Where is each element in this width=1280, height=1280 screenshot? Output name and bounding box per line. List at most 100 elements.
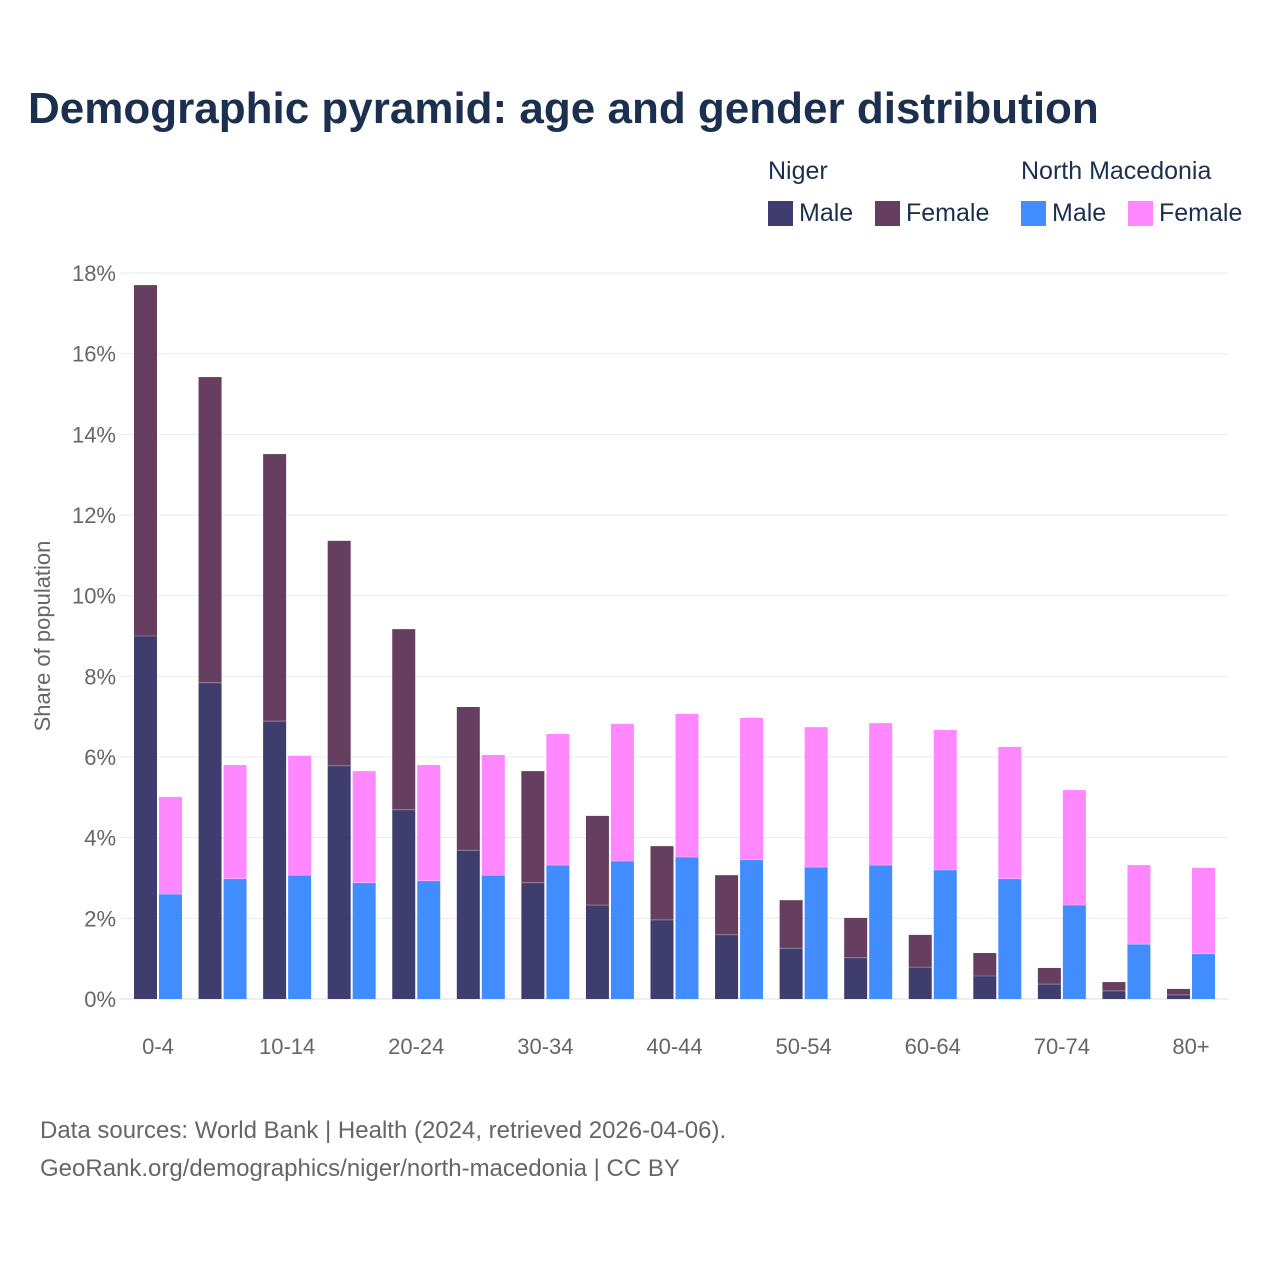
niger-female-bar [715, 875, 739, 935]
nm-female-bar [546, 734, 570, 866]
niger-female-bar [392, 629, 416, 810]
nm-male-bar [481, 875, 505, 999]
niger-female-bar [844, 917, 868, 958]
legend-swatch [875, 201, 900, 226]
niger-male-bar [973, 976, 997, 999]
legend-niger-female[interactable]: Female [875, 199, 989, 228]
niger-male-bar [1102, 990, 1126, 999]
legend-label: Male [1052, 199, 1107, 227]
nm-male-bar [804, 867, 828, 999]
nm-male-bar [288, 875, 312, 999]
x-tick-label: 70-74 [1034, 1034, 1090, 1059]
niger-female-bar [973, 953, 997, 977]
nm-male-bar [933, 869, 957, 999]
y-tick-label: 14% [72, 422, 116, 447]
source-line-1: Data sources: World Bank | Health (2024,… [40, 1117, 727, 1144]
legend-group-north-macedonia: North Macedonia [1021, 157, 1212, 185]
nm-female-bar [223, 765, 247, 879]
legend-nm-female[interactable]: Female [1128, 199, 1242, 228]
nm-male-bar [159, 894, 182, 999]
legend-label: Female [906, 199, 990, 227]
y-tick-label: 0% [84, 987, 116, 1012]
nm-female-bar [1192, 867, 1215, 954]
niger-female-bar [1102, 982, 1126, 991]
nm-female-bar [352, 771, 376, 883]
nm-female-bar [288, 755, 312, 876]
x-tick-label: 80+ [1172, 1034, 1209, 1059]
niger-male-bar [392, 809, 416, 999]
niger-male-bar [198, 682, 222, 999]
niger-male-bar [844, 957, 868, 999]
nm-male-bar [675, 857, 699, 999]
y-axis-label: Share of population [30, 541, 55, 732]
nm-male-bar [223, 878, 247, 999]
niger-male-bar [1167, 994, 1190, 999]
niger-male-bar [779, 948, 803, 999]
nm-male-bar [1062, 905, 1086, 999]
nm-male-bar [546, 865, 570, 999]
y-tick-label: 2% [84, 906, 116, 931]
niger-male-bar [134, 636, 157, 999]
nm-female-bar [417, 765, 441, 881]
nm-male-bar [998, 878, 1022, 999]
nm-male-bar [740, 859, 764, 999]
nm-female-bar [740, 717, 764, 860]
nm-male-bar [1192, 953, 1215, 999]
nm-male-bar [610, 861, 634, 999]
legend-label: Male [799, 199, 854, 227]
niger-female-bar [1037, 967, 1061, 985]
niger-female-bar [327, 540, 351, 766]
nm-female-bar [610, 723, 634, 862]
y-tick-label: 6% [84, 745, 116, 770]
legend-nm-male[interactable]: Male [1021, 199, 1106, 228]
legend-niger-male[interactable]: Male [768, 199, 853, 228]
legend-group-niger: Niger [768, 157, 828, 185]
niger-female-bar [456, 706, 480, 851]
niger-male-bar [908, 967, 932, 999]
x-tick-label: 10-14 [259, 1034, 315, 1059]
niger-female-bar [650, 846, 674, 920]
y-tick-label: 18% [72, 261, 116, 286]
nm-male-bar [869, 865, 893, 999]
niger-female-bar [779, 900, 803, 949]
nm-female-bar [675, 713, 699, 858]
nm-female-bar [1062, 790, 1086, 906]
nm-female-bar [998, 746, 1022, 879]
niger-male-bar [521, 882, 545, 999]
source-line-2[interactable]: GeoRank.org/demographics/niger/north-mac… [40, 1155, 680, 1182]
niger-male-bar [263, 721, 287, 999]
chart-title: Demographic pyramid: age and gender dist… [28, 84, 1099, 133]
nm-female-bar [804, 727, 828, 868]
nm-female-bar [869, 723, 893, 866]
y-tick-label: 8% [84, 664, 116, 689]
legend-label: Female [1159, 199, 1243, 227]
legend-swatch [1128, 201, 1153, 226]
nm-female-bar [481, 754, 505, 876]
x-tick-label: 60-64 [905, 1034, 961, 1059]
nm-male-bar [1127, 944, 1151, 999]
nm-female-bar [933, 729, 957, 870]
x-tick-label: 40-44 [646, 1034, 702, 1059]
x-tick-label: 20-24 [388, 1034, 444, 1059]
y-tick-label: 4% [84, 826, 116, 851]
niger-male-bar [327, 765, 351, 999]
niger-female-bar [908, 934, 932, 968]
nm-male-bar [352, 882, 376, 999]
niger-female-bar [134, 285, 157, 636]
niger-male-bar [1037, 984, 1061, 999]
niger-female-bar [585, 815, 609, 906]
y-tick-label: 16% [72, 342, 116, 367]
legend-swatch [768, 201, 793, 226]
niger-male-bar [456, 850, 480, 999]
niger-male-bar [585, 905, 609, 999]
y-tick-label: 12% [72, 503, 116, 528]
nm-male-bar [417, 880, 441, 999]
niger-female-bar [263, 454, 287, 722]
niger-female-bar [1167, 988, 1190, 995]
niger-male-bar [650, 919, 674, 999]
x-tick-label: 0-4 [142, 1034, 174, 1059]
x-tick-label: 30-34 [517, 1034, 573, 1059]
y-tick-label: 10% [72, 584, 116, 609]
